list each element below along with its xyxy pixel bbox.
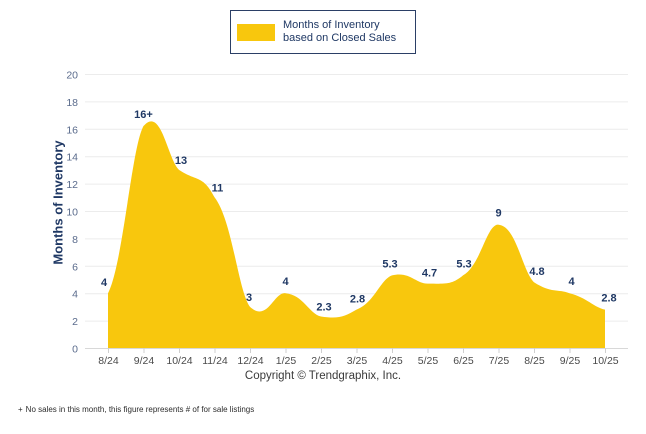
x-tick-label: 8/24: [98, 355, 119, 367]
x-tick-label: 9/25: [560, 355, 581, 367]
footnote: + No sales in this month, this figure rep…: [18, 405, 254, 414]
x-tick-label: 3/25: [347, 355, 368, 367]
data-point-label: 16+: [134, 109, 153, 121]
x-tick-label: 6/25: [453, 355, 474, 367]
x-tick-label: 4/25: [382, 355, 403, 367]
x-tick-label: 10/25: [592, 355, 618, 367]
data-point-label: 4.7: [422, 268, 437, 280]
footnote-marker-icon: +: [18, 405, 23, 414]
x-tick-label: 1/25: [276, 355, 297, 367]
data-point-label: 4: [568, 276, 575, 288]
data-point-label: 2.8: [601, 293, 616, 305]
chart-legend: Months of Inventory based on Closed Sale…: [230, 10, 416, 54]
data-point-label: 4.8: [529, 266, 544, 278]
y-tick-label: 4: [72, 289, 78, 301]
y-tick-label: 20: [66, 70, 78, 82]
y-tick-label: 14: [66, 152, 78, 164]
x-tick-label: 5/25: [418, 355, 439, 367]
data-point-label: 9: [495, 208, 501, 220]
y-tick-label: 10: [66, 207, 78, 219]
x-tick-label: 10/24: [166, 355, 192, 367]
area-fill: [108, 121, 605, 349]
y-tick-label: 0: [72, 344, 78, 356]
y-tick-label: 12: [66, 179, 78, 191]
y-tick-label: 2: [72, 316, 78, 328]
y-tick-label: 6: [72, 261, 78, 273]
y-tick-label: 8: [72, 234, 78, 246]
x-tick-marks-group: [108, 348, 606, 353]
data-point-label: 5.3: [382, 258, 397, 270]
x-tick-label: 9/24: [134, 355, 155, 367]
copyright-caption: Copyright © Trendgraphix, Inc.: [244, 370, 402, 382]
x-tick-label: 11/24: [202, 355, 228, 367]
data-point-labels-group: 4 16+ 13 11 3 4 2.3 2.8 5.3 4.7 5.3 9 4.8 4 2.8: [101, 109, 617, 313]
x-tick-label: 12/24: [237, 355, 263, 367]
y-tick-label: 16: [66, 124, 78, 136]
data-point-label: 3: [246, 292, 252, 304]
y-tick-label: 18: [66, 97, 78, 109]
x-tick-label: 8/25: [524, 355, 545, 367]
area-series-group: [108, 121, 605, 349]
footnote-text: No sales in this month, this figure repr…: [25, 405, 255, 414]
x-tick-labels-group: 8/24 9/24 10/24 11/24 12/24 1/25 2/25 3/25 4/25 5…: [98, 355, 619, 367]
data-point-label: 2.3: [316, 301, 331, 313]
data-point-label: 4: [101, 277, 108, 289]
x-tick-label: 2/25: [311, 355, 332, 367]
legend-color-swatch: [237, 23, 275, 41]
data-point-label: 2.8: [350, 294, 365, 306]
data-point-label: 11: [212, 182, 224, 194]
y-tick-labels-group: 0 2 4 6 8 10 12 14 16 18 20: [66, 70, 78, 356]
legend-series-label: Months of Inventory based on Closed Sale…: [283, 19, 397, 44]
data-point-label: 4: [282, 276, 289, 288]
x-tick-label: 7/25: [489, 355, 510, 367]
data-point-label: 5.3: [456, 258, 471, 270]
data-point-label: 13: [175, 155, 187, 167]
